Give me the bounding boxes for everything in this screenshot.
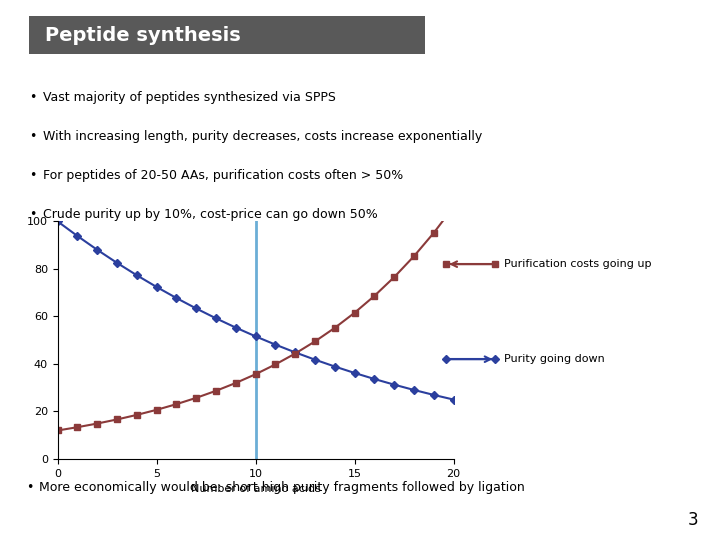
- Text: Peptide synthesis: Peptide synthesis: [45, 25, 240, 45]
- Text: •: •: [29, 169, 36, 182]
- Text: •: •: [26, 481, 33, 494]
- Text: •: •: [29, 130, 36, 143]
- Text: •: •: [29, 208, 36, 221]
- Text: •: •: [29, 91, 36, 104]
- Text: More economically would be: short high purity fragments followed by ligation: More economically would be: short high p…: [39, 481, 525, 494]
- Text: Crude purity up by 10%, cost-price can go down 50%: Crude purity up by 10%, cost-price can g…: [43, 208, 378, 221]
- Text: Purity going down: Purity going down: [504, 354, 605, 364]
- Text: Vast majority of peptides synthesized via SPPS: Vast majority of peptides synthesized vi…: [43, 91, 336, 104]
- Text: For peptides of 20-50 AAs, purification costs often > 50%: For peptides of 20-50 AAs, purification …: [43, 169, 403, 182]
- Text: Purification costs going up: Purification costs going up: [504, 259, 652, 269]
- Text: With increasing length, purity decreases, costs increase exponentially: With increasing length, purity decreases…: [43, 130, 482, 143]
- Text: 3: 3: [688, 511, 698, 529]
- X-axis label: Number of amino acids: Number of amino acids: [191, 484, 320, 494]
